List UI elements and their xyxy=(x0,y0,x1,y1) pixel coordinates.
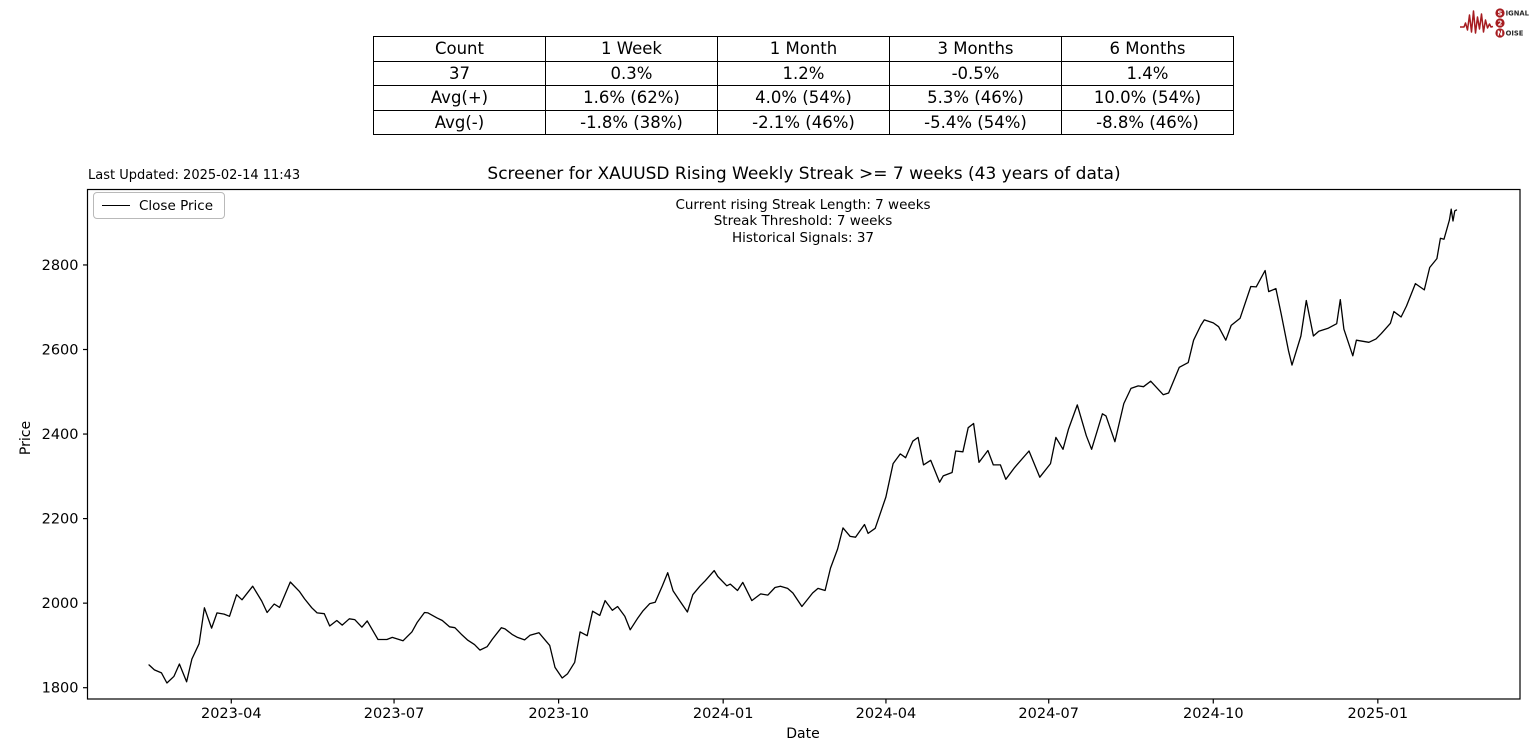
y-tick-label: 1800 xyxy=(42,681,79,697)
table-cell: -2.1% (46%) xyxy=(717,109,890,135)
table-cell: -1.8% (38%) xyxy=(545,109,718,135)
annotation-streak-length: Current rising Streak Length: 7 weeks xyxy=(675,197,931,213)
stats-row-median: 37 0.3% 1.2% -0.5% 1.4% xyxy=(373,60,1234,86)
legend: Close Price xyxy=(93,192,225,219)
logo-letter-s: S xyxy=(1498,9,1503,17)
x-tick-label: 2024-10 xyxy=(1183,706,1244,722)
x-tick-label: 2023-04 xyxy=(201,706,262,722)
signal2noise-logo: S IGNAL 2 N OISE xyxy=(1460,8,1530,38)
table-cell: 1.6% (62%) xyxy=(545,85,718,111)
x-tick-label: 2024-01 xyxy=(693,706,754,722)
x-tick-label: 2024-07 xyxy=(1018,706,1079,722)
y-tick-label: 2000 xyxy=(42,596,79,612)
logo-word-noise: OISE xyxy=(1506,29,1524,37)
annotation-streak-threshold: Streak Threshold: 7 weeks xyxy=(713,213,893,230)
table-cell: Avg(+) xyxy=(373,85,546,111)
x-tick-label: 2024-04 xyxy=(856,706,917,722)
legend-label: Close Price xyxy=(139,197,213,214)
table-cell: 1.4% xyxy=(1061,60,1234,86)
logo-circle-2 xyxy=(1495,18,1505,28)
logo-waveform-icon xyxy=(1460,10,1494,34)
stats-header-1week: 1 Week xyxy=(545,36,718,62)
table-cell: 0.3% xyxy=(545,60,718,86)
stats-row-avg-positive: Avg(+) 1.6% (62%) 4.0% (54%) 5.3% (46%) … xyxy=(373,85,1234,111)
logo-word-signal: IGNAL xyxy=(1506,9,1530,17)
table-cell: 5.3% (46%) xyxy=(889,85,1062,111)
stats-header-3months: 3 Months xyxy=(889,36,1062,62)
x-tick-label: 2025-01 xyxy=(1348,706,1409,722)
table-cell: -5.4% (54%) xyxy=(889,109,1062,135)
annotation-block: Current rising Streak Length: 7 weeks St… xyxy=(353,197,1253,246)
close-price-line xyxy=(148,208,1458,684)
y-tick-label: 2600 xyxy=(42,343,79,359)
x-axis-label: Date xyxy=(786,726,820,742)
stats-table: Count 1 Week 1 Month 3 Months 6 Months 3… xyxy=(373,36,1234,135)
x-tick-label: 2023-07 xyxy=(364,706,425,722)
plot-frame xyxy=(86,188,1521,700)
last-updated-text: Last Updated: 2025-02-14 11:43 xyxy=(88,168,301,183)
table-cell: 4.0% (54%) xyxy=(717,85,890,111)
table-cell: 10.0% (54%) xyxy=(1061,85,1234,111)
stats-row-avg-negative: Avg(-) -1.8% (38%) -2.1% (46%) -5.4% (54… xyxy=(373,109,1234,135)
stats-header-6months: 6 Months xyxy=(1061,36,1234,62)
table-cell: Avg(-) xyxy=(373,109,546,135)
table-cell: 1.2% xyxy=(717,60,890,86)
stats-header-count: Count xyxy=(373,36,546,62)
annotation-historical-signals: Historical Signals: 37 xyxy=(731,229,875,246)
y-tick-label: 2200 xyxy=(42,512,79,528)
legend-line-sample xyxy=(102,205,130,206)
stats-table-header-row: Count 1 Week 1 Month 3 Months 6 Months xyxy=(373,36,1234,62)
logo-circle-n xyxy=(1495,28,1505,38)
logo-circle-s xyxy=(1495,8,1505,18)
logo-letter-n: N xyxy=(1497,29,1503,37)
y-tick-label: 2400 xyxy=(42,427,79,443)
y-tick-label: 2800 xyxy=(42,258,79,274)
chart-title: Screener for XAUUSD Rising Weekly Streak… xyxy=(487,164,1121,184)
y-axis-label: Price xyxy=(18,420,34,456)
logo-digit-2: 2 xyxy=(1498,19,1503,27)
x-tick-label: 2023-10 xyxy=(528,706,589,722)
table-cell: -8.8% (46%) xyxy=(1061,109,1234,135)
table-cell: -0.5% xyxy=(889,60,1062,86)
